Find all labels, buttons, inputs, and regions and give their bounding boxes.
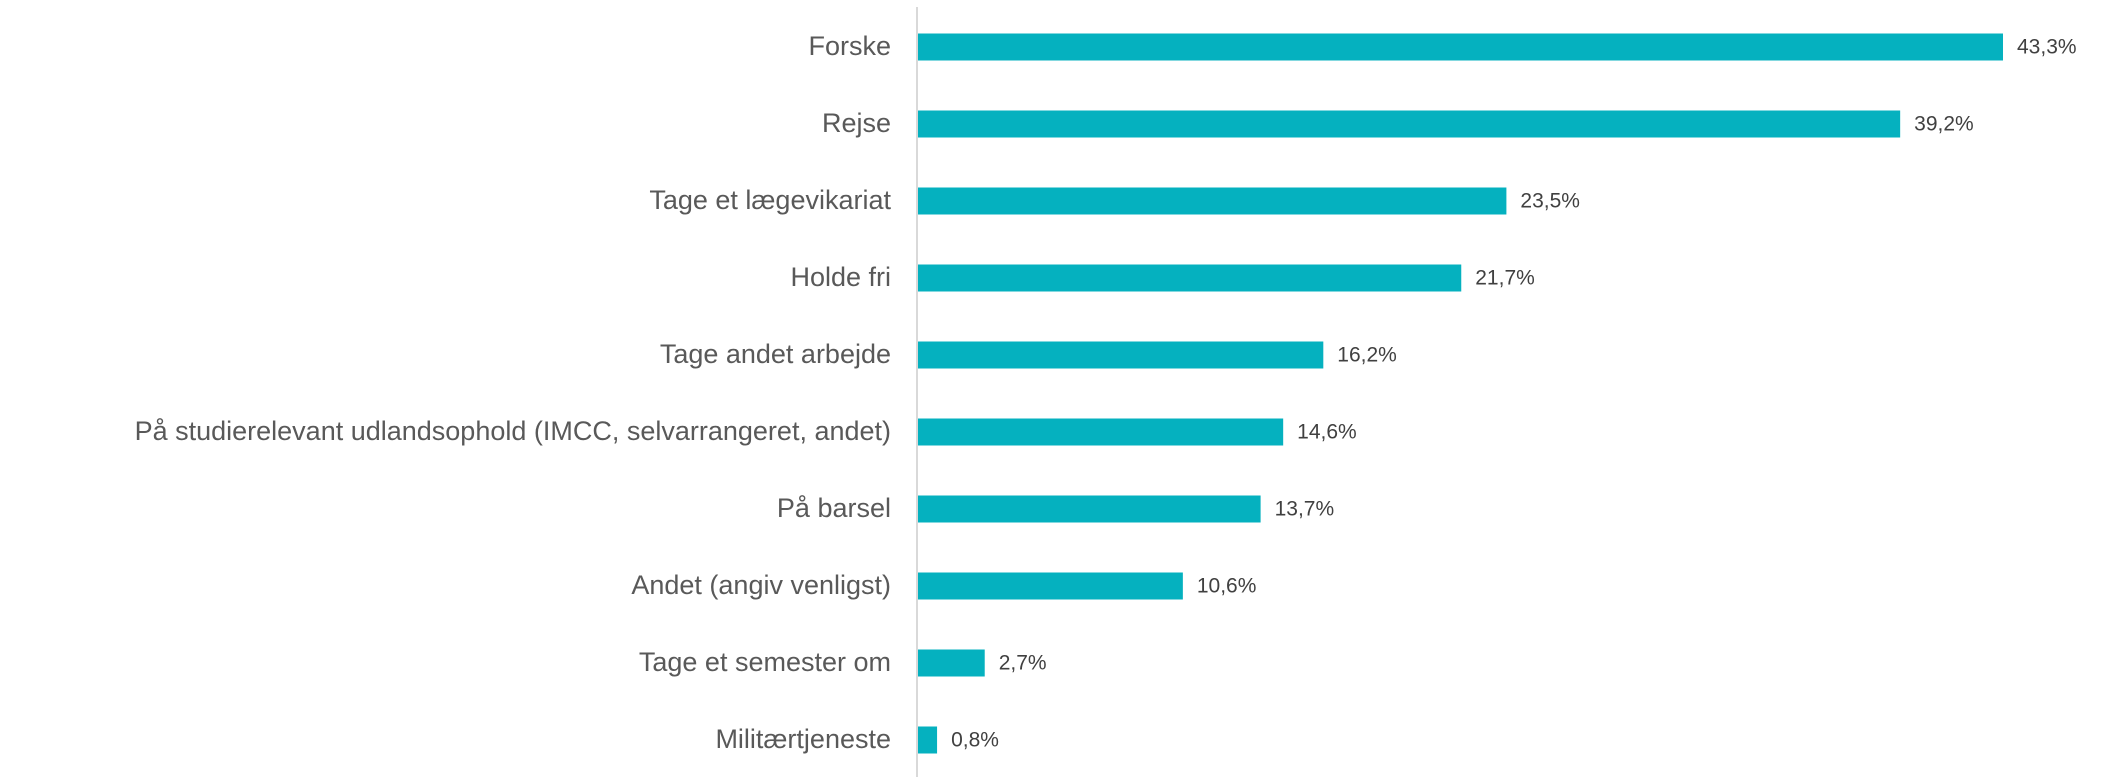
bar [918,187,1507,215]
category-label: Andet (angiv venligst) [631,570,891,600]
category-label: På barsel [777,493,891,523]
value-label: 14,6% [1297,421,1357,444]
bar [918,649,985,677]
value-label: 21,7% [1475,267,1535,290]
bar [918,341,1324,369]
bar [918,495,1261,523]
bar [918,264,1462,292]
value-label: 0,8% [951,729,999,752]
category-label: Militærtjeneste [715,724,891,754]
category-label: Rejse [822,108,891,138]
category-label: På studierelevant udlandsophold (IMCC, s… [135,416,891,446]
bar [918,572,1183,600]
category-label: Tage et semester om [639,647,891,677]
value-label: 13,7% [1275,498,1335,521]
value-label: 43,3% [2017,36,2077,59]
category-label: Tage andet arbejde [660,339,891,369]
category-label: Forske [808,31,891,61]
category-label: Tage et lægevikariat [649,185,891,215]
value-label: 16,2% [1337,344,1397,367]
value-label: 2,7% [999,652,1047,675]
bar [918,418,1284,446]
bar [918,110,1901,138]
value-label: 10,6% [1197,575,1257,598]
bar [918,33,2003,61]
value-label: 23,5% [1520,190,1580,213]
value-label: 39,2% [1914,113,1974,136]
bar [918,726,938,754]
category-label: Holde fri [790,262,891,292]
